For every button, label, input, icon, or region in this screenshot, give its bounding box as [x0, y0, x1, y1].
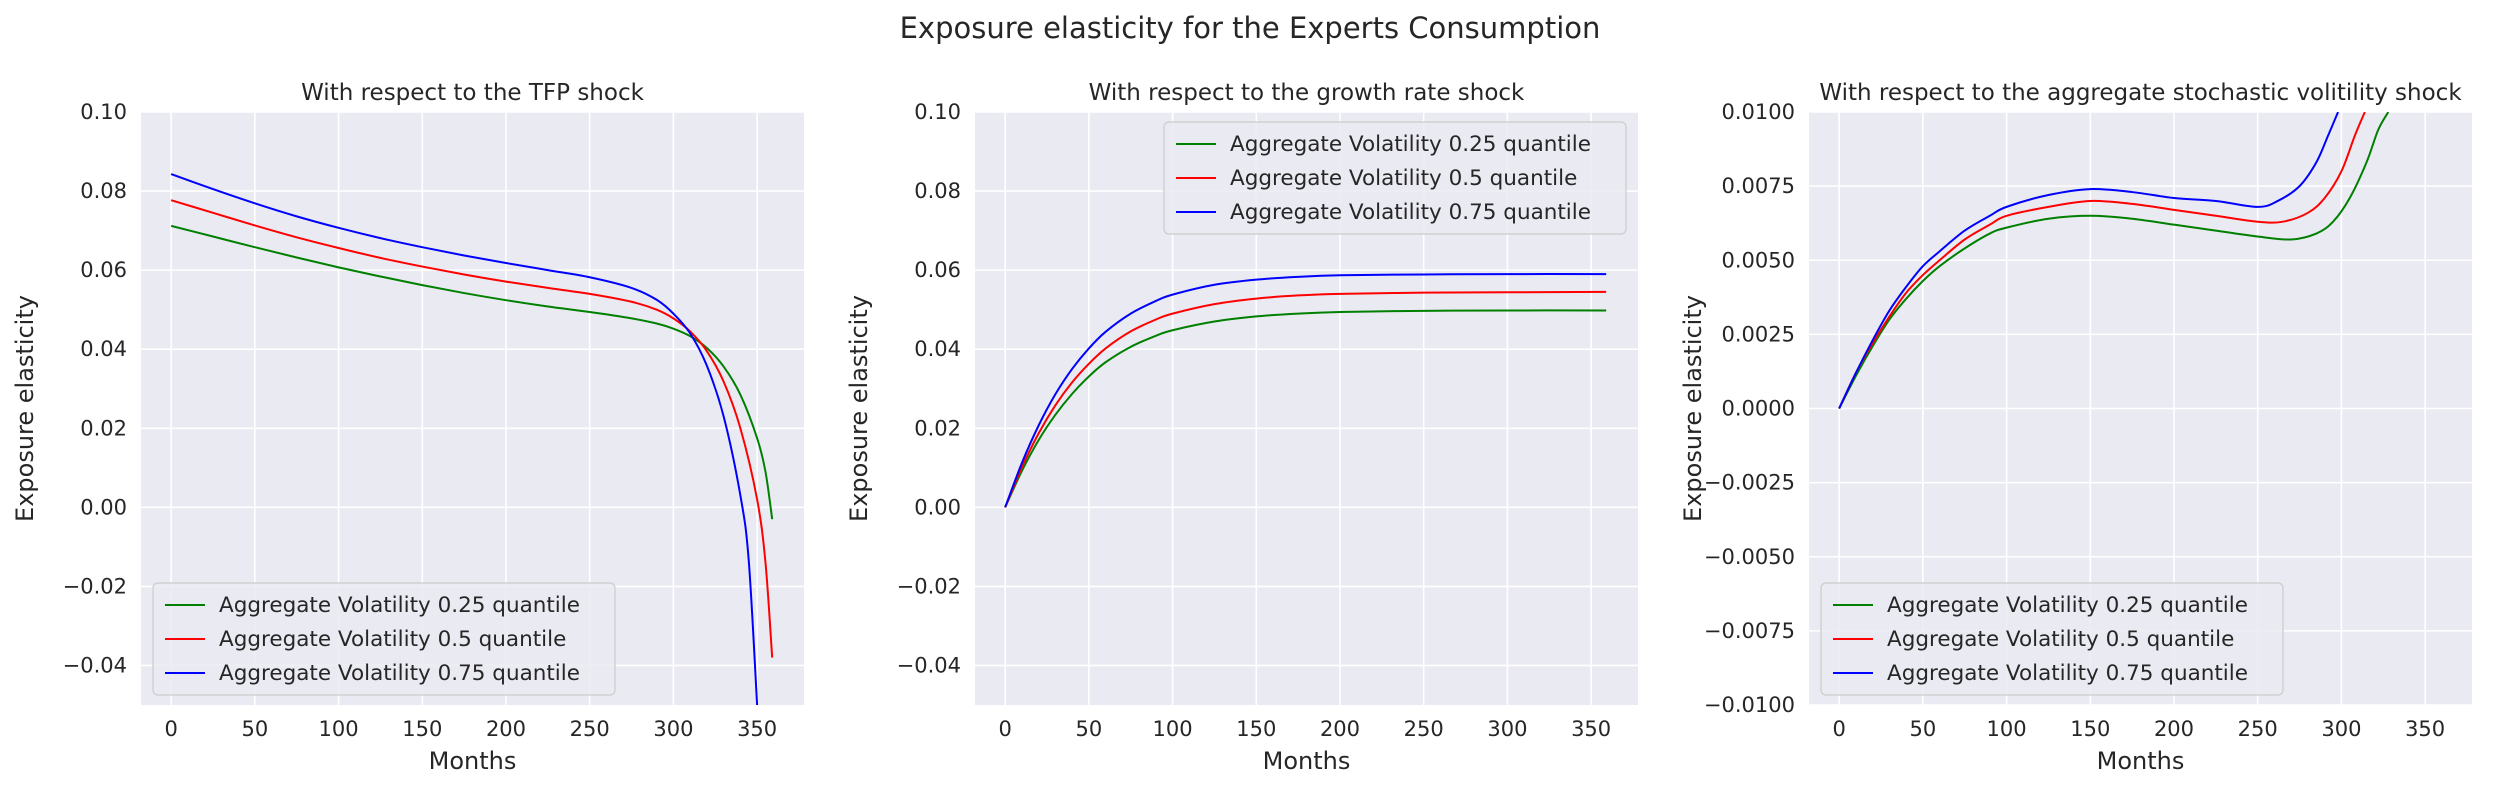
- x-tick-label: 250: [570, 717, 610, 741]
- x-tick-label: 200: [486, 717, 526, 741]
- x-tick-label: 350: [2405, 717, 2445, 741]
- legend-entry-label: Aggregate Volatility 0.75 quantile: [1230, 200, 1591, 225]
- series-line-3: [1838, 112, 2339, 409]
- series-lines: [170, 173, 774, 705]
- x-axis-label: Months: [1263, 747, 1351, 775]
- legend: Aggregate Volatility 0.25 quantile Aggreg…: [1820, 582, 2284, 696]
- x-tick-label: 350: [1571, 717, 1611, 741]
- x-axis-label: Months: [429, 747, 517, 775]
- chart-panel-1: 0 50 100 150 200 250 300 350 −0.04 −0.02 0.00 0.02 0…: [11, 80, 804, 775]
- y-axis-label: Exposure elasticity: [1679, 295, 1707, 522]
- series-line-3: [170, 173, 759, 705]
- y-tick-label: 0.06: [914, 258, 961, 282]
- x-tick-label: 0: [164, 717, 177, 741]
- x-tick-label: 100: [319, 717, 359, 741]
- legend-box: [152, 582, 616, 696]
- x-tick-label: 100: [1153, 717, 1193, 741]
- y-tick-label: 0.0025: [1722, 322, 1795, 346]
- y-tick-label: 0.06: [80, 258, 127, 282]
- y-tick-label: 0.04: [914, 337, 961, 361]
- y-axis-label: Exposure elasticity: [11, 295, 39, 522]
- y-axis-label: Exposure elasticity: [845, 295, 873, 522]
- series-line-2: [1838, 112, 2366, 409]
- y-tick-label: 0.10: [80, 100, 127, 124]
- x-tick-label: 100: [1987, 717, 2027, 741]
- figure-title: Exposure elasticity for the Experts Cons…: [900, 11, 1601, 45]
- y-tick-label: 0.00: [80, 495, 127, 519]
- legend-entry-label: Aggregate Volatility 0.5 quantile: [1887, 627, 2234, 652]
- x-tick-label: 150: [1236, 717, 1276, 741]
- y-tick-label: 0.00: [914, 495, 961, 519]
- x-tick-label: 300: [2321, 717, 2361, 741]
- chart-panel-2: 0 50 100 150 200 250 300 350 −0.04 −0.02 0.00 0.02 0…: [845, 80, 1638, 775]
- y-tick-label: −0.04: [897, 653, 961, 677]
- x-tick-label: 300: [653, 717, 693, 741]
- y-tick-label: 0.08: [80, 179, 127, 203]
- x-tick-label: 250: [1404, 717, 1444, 741]
- y-tick-label: −0.0050: [1704, 545, 1795, 569]
- y-tick-label: −0.0100: [1704, 693, 1795, 717]
- y-tick-label: 0.0100: [1722, 100, 1795, 124]
- legend-entry-label: Aggregate Volatility 0.5 quantile: [219, 627, 566, 652]
- x-tick-label: 50: [241, 717, 268, 741]
- x-tick-label: 0: [1832, 717, 1845, 741]
- legend-entry-label: Aggregate Volatility 0.25 quantile: [1887, 593, 2248, 618]
- chart-panels: 0 50 100 150 200 250 300 350 −0.04 −0.02 0.00 0.02 0…: [11, 80, 2472, 775]
- y-tick-label: 0.0075: [1722, 174, 1795, 198]
- chart-title: With respect to the TFP shock: [301, 80, 645, 106]
- x-tick-label: 350: [737, 717, 777, 741]
- series-line-1: [1004, 309, 1607, 508]
- y-tick-label: 0.0050: [1722, 248, 1795, 272]
- y-tick-label: 0.04: [80, 337, 127, 361]
- legend-entry-label: Aggregate Volatility 0.25 quantile: [1230, 132, 1591, 157]
- chart-panel-3: 0 50 100 150 200 250 300 350 −0.0100 −0.0075 −0.00…: [1679, 80, 2472, 775]
- series-line-2: [170, 199, 774, 658]
- series-line-1: [170, 224, 774, 520]
- series-line-3: [1004, 273, 1607, 508]
- y-tick-label: 0.08: [914, 179, 961, 203]
- x-axis-label: Months: [2097, 747, 2185, 775]
- y-tick-label: 0.0000: [1722, 397, 1795, 421]
- x-tick-label: 0: [998, 717, 1011, 741]
- x-tick-label: 300: [1487, 717, 1527, 741]
- legend-entry-label: Aggregate Volatility 0.25 quantile: [219, 593, 580, 618]
- x-tick-label: 250: [2238, 717, 2278, 741]
- y-tick-label: 0.02: [80, 416, 127, 440]
- series-lines: [1838, 112, 2390, 409]
- x-tick-label: 50: [1075, 717, 1102, 741]
- y-tick-label: −0.04: [63, 653, 127, 677]
- legend-entry-label: Aggregate Volatility 0.75 quantile: [219, 661, 580, 686]
- y-tick-label: −0.02: [897, 574, 961, 598]
- legend-entry-label: Aggregate Volatility 0.5 quantile: [1230, 166, 1577, 191]
- legend: Aggregate Volatility 0.25 quantile Aggreg…: [1163, 121, 1627, 235]
- y-tick-label: 0.10: [914, 100, 961, 124]
- series-lines: [1004, 273, 1607, 508]
- chart-title: With respect to the growth rate shock: [1089, 80, 1525, 106]
- x-tick-label: 150: [402, 717, 442, 741]
- x-tick-label: 50: [1909, 717, 1936, 741]
- x-tick-label: 150: [2070, 717, 2110, 741]
- y-tick-label: −0.0025: [1704, 471, 1795, 495]
- y-tick-label: −0.0075: [1704, 619, 1795, 643]
- x-tick-label: 200: [1320, 717, 1360, 741]
- series-line-1: [1838, 112, 2390, 409]
- legend-entry-label: Aggregate Volatility 0.75 quantile: [1887, 661, 2248, 686]
- y-tick-label: 0.02: [914, 416, 961, 440]
- legend-box: [1820, 582, 2284, 696]
- legend: Aggregate Volatility 0.25 quantile Aggreg…: [152, 582, 616, 696]
- series-line-2: [1004, 290, 1607, 508]
- y-tick-label: −0.02: [63, 574, 127, 598]
- chart-title: With respect to the aggregate stochastic…: [1819, 80, 2462, 106]
- legend-box: [1163, 121, 1627, 235]
- x-tick-label: 200: [2154, 717, 2194, 741]
